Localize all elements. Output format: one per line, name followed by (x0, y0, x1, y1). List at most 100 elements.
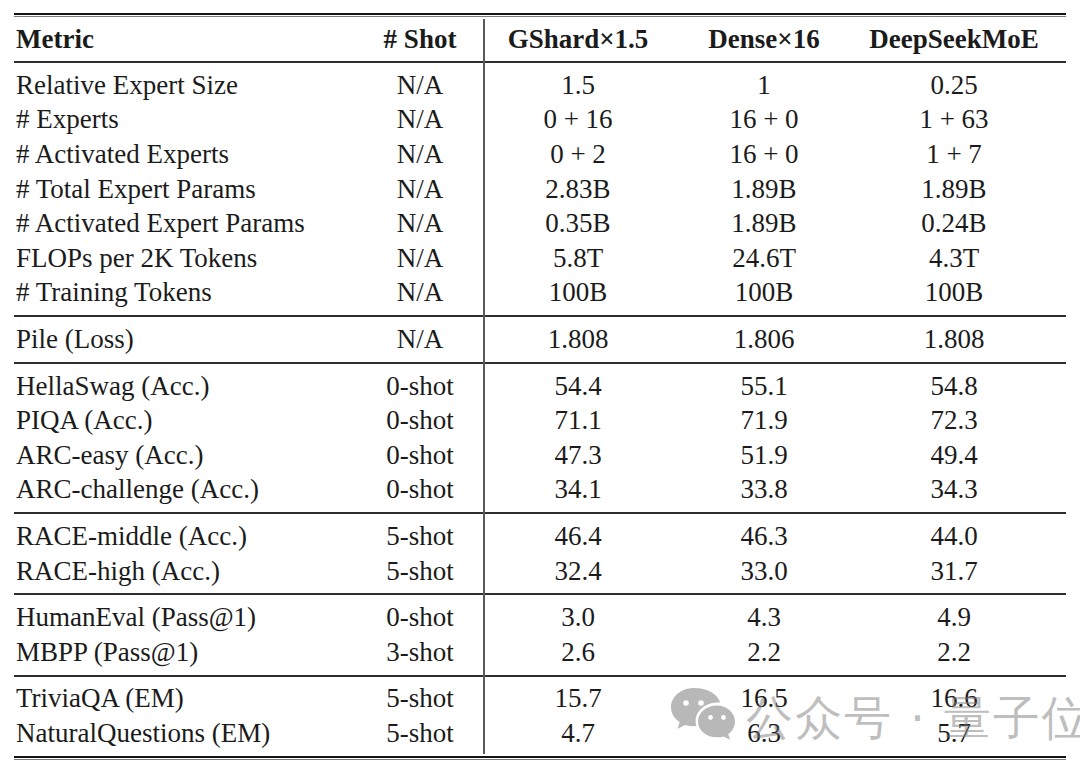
table-header-row: Metric# ShotGShard×1.5Dense×16DeepSeekMo… (14, 17, 1066, 61)
value-cell: 0.25 (842, 72, 1066, 99)
table-section-zero-shot-benchmarks: HellaSwag (Acc.)0-shot54.455.154.8PIQA (… (14, 364, 1066, 512)
table-row: # Activated ExpertsN/A0 + 216 + 01 + 7 (14, 137, 1066, 172)
value-cell: 5-shot (370, 558, 470, 585)
value-cell: 0-shot (370, 604, 470, 631)
value-cell: 33.0 (686, 558, 842, 585)
metric-cell: ARC-easy (Acc.) (14, 442, 370, 469)
value-cell: 15.7 (470, 685, 686, 712)
table-row: PIQA (Acc.)0-shot71.171.972.3 (14, 403, 1066, 438)
value-cell: 2.2 (686, 639, 842, 666)
value-cell: 1.89B (686, 176, 842, 203)
table-row: MBPP (Pass@1)3-shot2.62.22.2 (14, 635, 1066, 670)
value-cell: 34.3 (842, 476, 1066, 503)
value-cell: 51.9 (686, 442, 842, 469)
table-row: HumanEval (Pass@1)0-shot3.04.34.9 (14, 600, 1066, 635)
value-cell: 16.5 (686, 685, 842, 712)
metric-cell: RACE-high (Acc.) (14, 558, 370, 585)
metric-cell: PIQA (Acc.) (14, 407, 370, 434)
value-cell: N/A (370, 245, 470, 272)
column-header: # Shot (370, 26, 470, 53)
value-cell: 100B (842, 279, 1066, 306)
metric-cell: Pile (Loss) (14, 326, 370, 353)
table-row: # ExpertsN/A0 + 1616 + 01 + 63 (14, 103, 1066, 138)
value-cell: 1.808 (842, 326, 1066, 353)
table-section-code-benchmarks: HumanEval (Pass@1)0-shot3.04.34.9MBPP (P… (14, 595, 1066, 674)
value-cell: 1.89B (842, 176, 1066, 203)
value-cell: 31.7 (842, 558, 1066, 585)
metric-cell: # Experts (14, 106, 370, 133)
table-row: Relative Expert SizeN/A1.510.25 (14, 68, 1066, 103)
value-cell: 16.6 (842, 685, 1066, 712)
value-cell: 54.4 (470, 373, 686, 400)
value-cell: 54.8 (842, 373, 1066, 400)
value-cell: 3-shot (370, 639, 470, 666)
value-cell: 46.3 (686, 523, 842, 550)
table-section-qa-benchmarks: TriviaQA (EM)5-shot15.716.516.6NaturalQu… (14, 677, 1066, 756)
value-cell: 32.4 (470, 558, 686, 585)
metric-cell: HumanEval (Pass@1) (14, 604, 370, 631)
metric-cell: # Total Expert Params (14, 176, 370, 203)
value-cell: 71.1 (470, 407, 686, 434)
value-cell: 0.24B (842, 210, 1066, 237)
value-cell: 24.6T (686, 245, 842, 272)
metric-cell: MBPP (Pass@1) (14, 639, 370, 666)
value-cell: N/A (370, 141, 470, 168)
value-cell: 55.1 (686, 373, 842, 400)
column-header: DeepSeekMoE (842, 26, 1066, 53)
column-divider (483, 19, 485, 754)
value-cell: 16 + 0 (686, 106, 842, 133)
table-row: TriviaQA (EM)5-shot15.716.516.6 (14, 682, 1066, 717)
value-cell: 72.3 (842, 407, 1066, 434)
value-cell: N/A (370, 326, 470, 353)
value-cell: 2.83B (470, 176, 686, 203)
table-row: Pile (Loss)N/A1.8081.8061.808 (14, 322, 1066, 357)
metric-cell: Relative Expert Size (14, 72, 370, 99)
value-cell: 34.1 (470, 476, 686, 503)
value-cell: N/A (370, 176, 470, 203)
value-cell: 5-shot (370, 523, 470, 550)
value-cell: 1.5 (470, 72, 686, 99)
value-cell: 0 + 2 (470, 141, 686, 168)
value-cell: 1 + 7 (842, 141, 1066, 168)
value-cell: 5-shot (370, 720, 470, 747)
value-cell: 0-shot (370, 407, 470, 434)
value-cell: 1.806 (686, 326, 842, 353)
metric-cell: # Activated Expert Params (14, 210, 370, 237)
value-cell: 49.4 (842, 442, 1066, 469)
value-cell: N/A (370, 279, 470, 306)
table-section-race-benchmarks: RACE-middle (Acc.)5-shot46.446.344.0 RACE… (14, 514, 1066, 593)
value-cell: 0-shot (370, 373, 470, 400)
value-cell: 0 + 16 (470, 106, 686, 133)
value-cell: 4.9 (842, 604, 1066, 631)
table-row: NaturalQuestions (EM)5-shot4.76.35.7 (14, 716, 1066, 751)
value-cell: 71.9 (686, 407, 842, 434)
table-section-loss: Pile (Loss)N/A1.8081.8061.808 (14, 317, 1066, 362)
bottom-rule (14, 756, 1066, 760)
table-row: FLOPs per 2K TokensN/A5.8T24.6T4.3T (14, 241, 1066, 276)
value-cell: 1 (686, 72, 842, 99)
value-cell: 44.0 (842, 523, 1066, 550)
value-cell: 16 + 0 (686, 141, 842, 168)
value-cell: 1.808 (470, 326, 686, 353)
metric-cell: HellaSwag (Acc.) (14, 373, 370, 400)
value-cell: 33.8 (686, 476, 842, 503)
value-cell: 5.8T (470, 245, 686, 272)
table-row: RACE-high (Acc.)5-shot32.433.031.7 (14, 554, 1066, 589)
metric-cell: # Activated Experts (14, 141, 370, 168)
value-cell: 100B (686, 279, 842, 306)
value-cell: 5.7 (842, 720, 1066, 747)
column-header: Dense×16 (686, 26, 842, 53)
value-cell: 1.89B (686, 210, 842, 237)
metric-cell: # Training Tokens (14, 279, 370, 306)
value-cell: N/A (370, 72, 470, 99)
value-cell: 0.35B (470, 210, 686, 237)
value-cell: 46.4 (470, 523, 686, 550)
value-cell: 5-shot (370, 685, 470, 712)
value-cell: 1 + 63 (842, 106, 1066, 133)
metric-cell: ARC-challenge (Acc.) (14, 476, 370, 503)
metric-cell: RACE-middle (Acc.) (14, 523, 370, 550)
table-row: # Activated Expert ParamsN/A0.35B1.89B0.… (14, 206, 1066, 241)
value-cell: N/A (370, 106, 470, 133)
value-cell: 0-shot (370, 476, 470, 503)
value-cell: 2.2 (842, 639, 1066, 666)
